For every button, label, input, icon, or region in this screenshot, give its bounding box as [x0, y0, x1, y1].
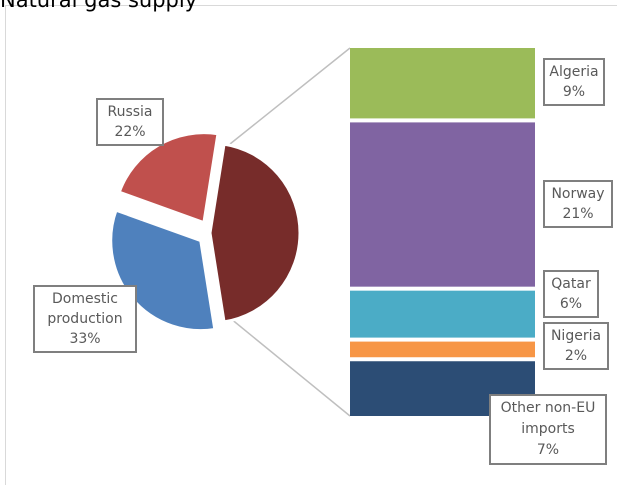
label-algeria-value: 9% [562, 84, 586, 100]
pie-chart [109, 131, 302, 333]
label-norway-name: Norway [551, 186, 605, 202]
label-nigeria-name: Nigeria [550, 328, 602, 344]
label-other-value: 7% [536, 442, 560, 458]
label-algeria: Algeria 9% [543, 58, 605, 106]
chart-canvas [109, 47, 535, 417]
bar-segment-algeria [350, 48, 535, 119]
pie-slice-russia [117, 131, 220, 225]
label-domestic-production: Domestic production 33% [33, 285, 137, 353]
stacked-bar [350, 48, 535, 416]
chart-frame [5, 5, 617, 485]
label-norway: Norway 21% [543, 180, 613, 228]
label-other-non-eu-imports: Other non-EU imports 7% [489, 394, 607, 465]
bar-segment-qatar [350, 290, 535, 338]
label-norway-value: 21% [562, 206, 594, 222]
label-qatar-name: Qatar [551, 276, 591, 292]
bar-segment-norway [350, 122, 535, 287]
chart-title: Natural gas supply [0, 0, 198, 12]
label-nigeria: Nigeria 2% [543, 322, 609, 370]
bar-segment-nigeria [350, 341, 535, 358]
connector-line-bottom [229, 317, 351, 417]
label-algeria-name: Algeria [549, 64, 599, 80]
label-russia-value: 22% [114, 124, 146, 140]
label-domestic-value: 33% [69, 331, 101, 347]
label-qatar-value: 6% [559, 296, 583, 312]
label-russia: Russia 22% [96, 98, 164, 146]
label-nigeria-value: 2% [564, 348, 588, 364]
connector-line-top [229, 47, 351, 145]
label-domestic-name: Domestic production [47, 291, 123, 327]
label-russia-name: Russia [107, 104, 153, 120]
label-other-name: Other non-EU imports [500, 400, 596, 437]
label-qatar: Qatar 6% [543, 270, 599, 318]
pie-slice-remainder [208, 142, 302, 324]
